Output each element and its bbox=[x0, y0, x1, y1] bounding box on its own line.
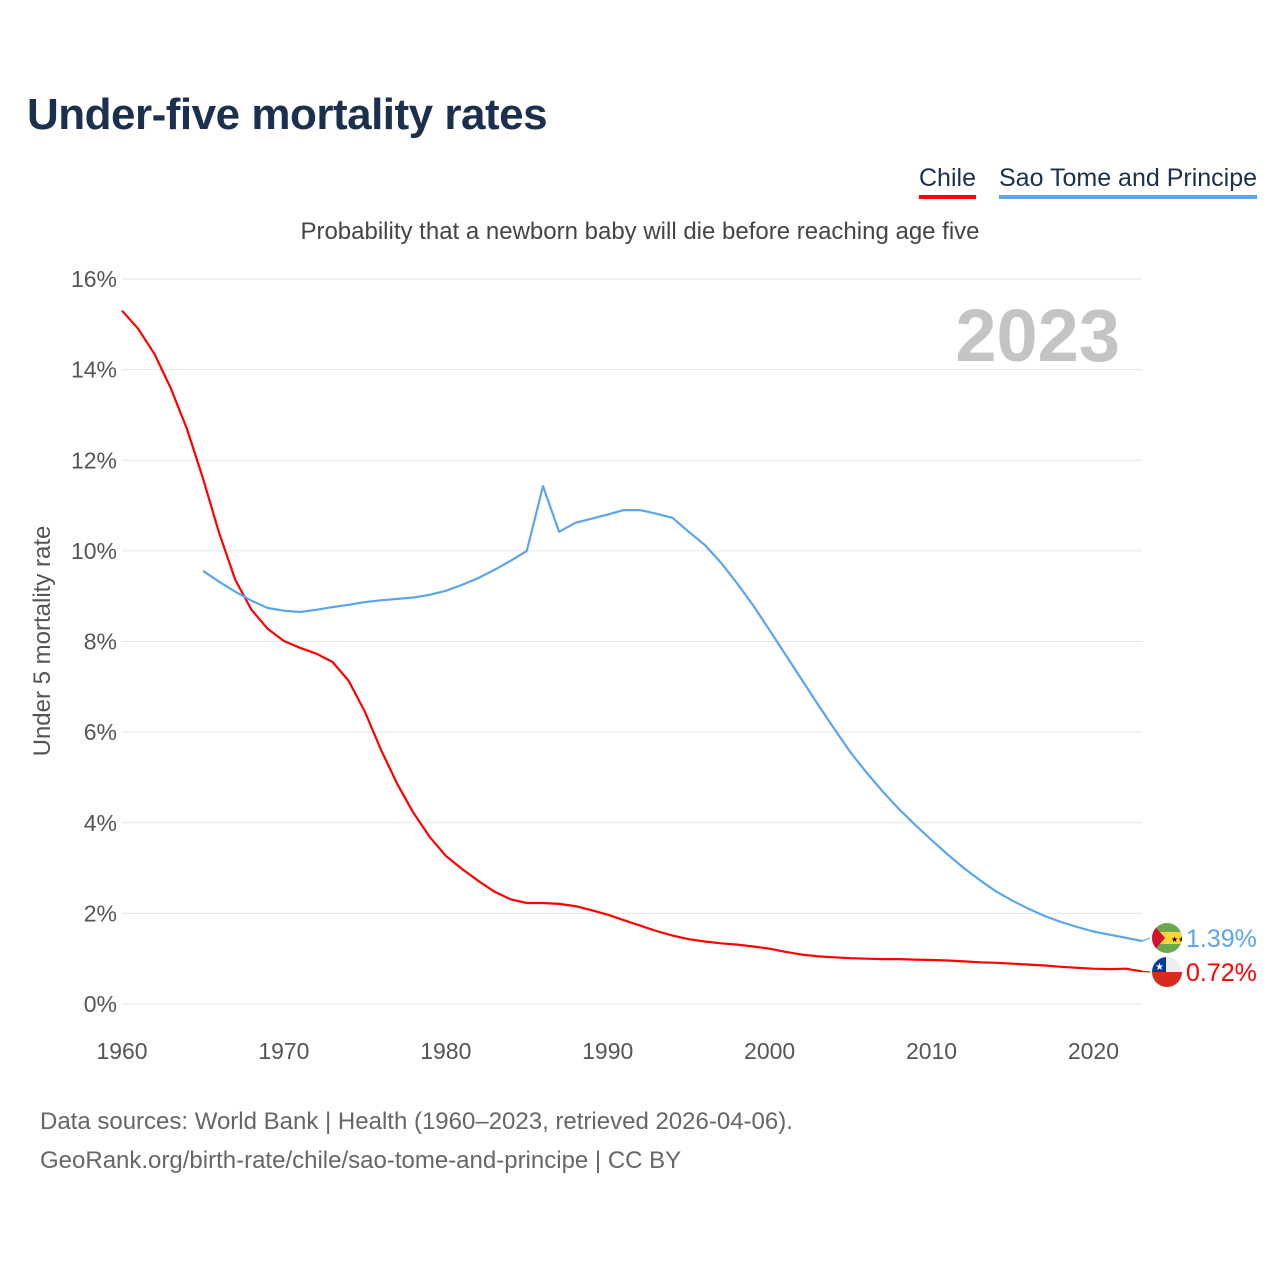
x-tick-label: 2000 bbox=[744, 1038, 795, 1064]
legend-chile[interactable]: Chile bbox=[919, 164, 976, 199]
x-tick-label: 1990 bbox=[582, 1038, 633, 1064]
y-tick-label: 2% bbox=[84, 900, 117, 926]
svg-text:★★: ★★ bbox=[1171, 935, 1185, 944]
y-tick-label: 0% bbox=[84, 991, 117, 1017]
series-line-chile bbox=[121, 309, 1143, 973]
x-tick-label: 2020 bbox=[1068, 1038, 1119, 1064]
svg-text:★: ★ bbox=[1155, 962, 1164, 973]
y-tick-label: 6% bbox=[84, 719, 117, 745]
y-tick-label: 8% bbox=[84, 629, 117, 655]
y-axis-label: Under 5 mortality rate bbox=[29, 526, 56, 757]
y-tick-label: 16% bbox=[71, 266, 117, 292]
end-connector bbox=[1141, 937, 1151, 942]
end-connector bbox=[1141, 970, 1151, 973]
chart-title: Under-five mortality rates bbox=[27, 90, 548, 139]
legend-sao-tome[interactable]: Sao Tome and Principe bbox=[999, 164, 1258, 199]
year-label: 2023 bbox=[955, 294, 1120, 377]
y-tick-label: 14% bbox=[71, 357, 117, 383]
x-tick-label: 1980 bbox=[420, 1038, 471, 1064]
chile-flag-icon: ★ bbox=[1152, 957, 1182, 987]
end-value-label: 1.39% bbox=[1186, 925, 1257, 953]
x-tick-label: 2010 bbox=[906, 1038, 957, 1064]
chart-subtitle: Probability that a newborn baby will die… bbox=[300, 218, 980, 245]
data-sources: Data sources: World Bank | Health (1960–… bbox=[40, 1108, 793, 1135]
sao-tome-flag-icon: ★★ bbox=[1152, 923, 1185, 953]
x-tick-label: 1970 bbox=[258, 1038, 309, 1064]
y-tick-label: 12% bbox=[71, 447, 117, 473]
y-tick-label: 4% bbox=[84, 810, 117, 836]
series-line-sao-tome bbox=[202, 485, 1143, 943]
source-link[interactable]: GeoRank.org/birth-rate/chile/sao-tome-an… bbox=[40, 1147, 682, 1174]
y-tick-label: 10% bbox=[71, 538, 117, 564]
end-value-label: 0.72% bbox=[1186, 959, 1257, 987]
x-tick-label: 1960 bbox=[96, 1038, 147, 1064]
